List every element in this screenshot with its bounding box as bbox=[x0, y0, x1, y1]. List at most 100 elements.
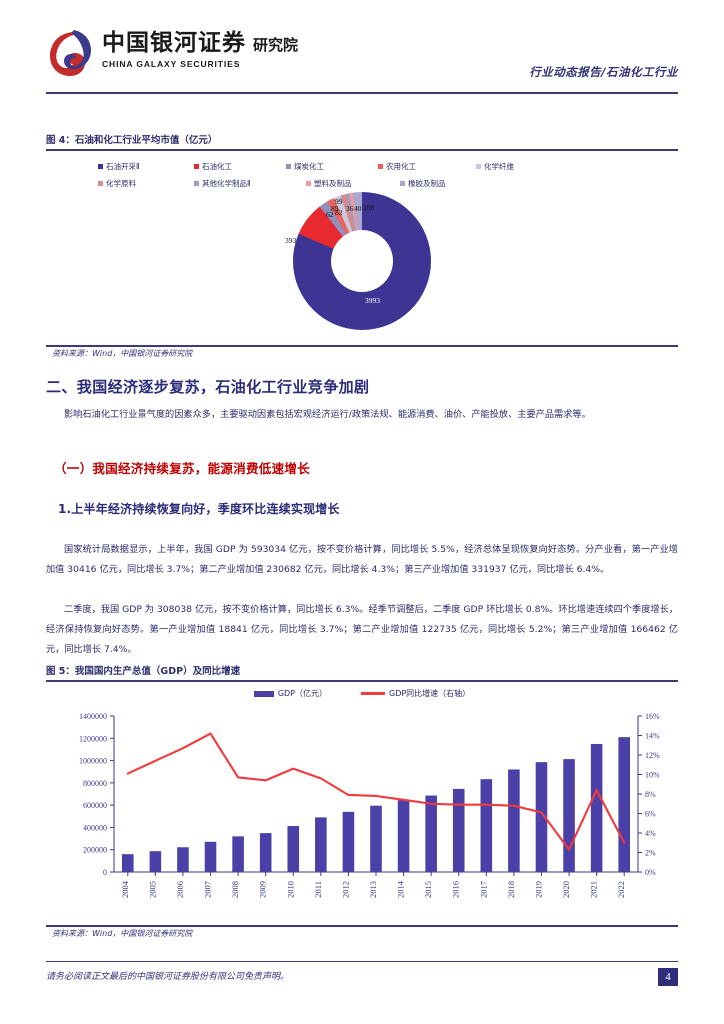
legend-swatch-icon-0 bbox=[98, 164, 103, 169]
x-axis-tick-label: 2016 bbox=[451, 881, 461, 898]
x-axis-tick-label: 2019 bbox=[533, 881, 543, 898]
legend-label-0: 石油开采Ⅱ bbox=[106, 162, 140, 171]
legend-swatch-icon-3 bbox=[378, 164, 383, 169]
figure4-donut: 3993 393 99 89 82 62 36 40 108 bbox=[285, 192, 431, 330]
donut-label-7: 40 bbox=[354, 204, 362, 213]
x-axis-tick-label: 2014 bbox=[396, 880, 406, 898]
section2-heading: 二、我国经济逐步复苏，石油化工行业竞争加剧 bbox=[46, 378, 370, 396]
legend-item-0: 石油开采Ⅱ bbox=[98, 161, 194, 172]
figure5-plot-area: 0 200000 400000 600000 800000 1000000 1200000 1… bbox=[46, 710, 678, 920]
svg-text:400000: 400000 bbox=[83, 823, 107, 832]
figure4-top-divider bbox=[46, 149, 678, 151]
donut-label-6: 36 bbox=[346, 204, 354, 213]
figure5-legend-label-1: GDP同比增速（右轴） bbox=[389, 689, 471, 698]
brand-institute: 研究院 bbox=[253, 36, 299, 54]
gdp-growth-line bbox=[126, 732, 626, 851]
section2-paragraph-2: 二季度，我国 GDP 为 308038 亿元，按不变价格计算，同比增长 6.3%… bbox=[46, 604, 678, 655]
x-axis-tick-label: 2017 bbox=[478, 881, 488, 898]
legend-item-8: 橡胶及制品 bbox=[400, 178, 446, 189]
report-category-label: 行业动态报告/石油化工行业 bbox=[529, 65, 678, 79]
legend-item-7: 塑料及制品 bbox=[306, 178, 400, 189]
legend-swatch-icon-5 bbox=[98, 181, 103, 186]
svg-text:0: 0 bbox=[103, 868, 107, 877]
legend-item-4: 化学纤维 bbox=[476, 161, 514, 172]
donut-center-hole bbox=[331, 230, 393, 292]
figure4-bottom-divider bbox=[46, 345, 678, 347]
figure5-chart: GDP（亿元） GDP同比增速（右轴） 0 200000 400000 600000 8… bbox=[46, 684, 678, 924]
gdp-bar bbox=[204, 841, 217, 872]
gdp-bar bbox=[480, 779, 493, 872]
gdp-bar bbox=[563, 759, 575, 872]
legend-label-4: 化学纤维 bbox=[484, 162, 514, 171]
figure4-caption: 图 4：石油和化工行业平均市值（亿元） bbox=[46, 135, 218, 146]
gdp-bar bbox=[425, 795, 437, 872]
x-axis-tick-label: 2008 bbox=[230, 881, 240, 898]
svg-text:8%: 8% bbox=[645, 790, 656, 799]
svg-text:800000: 800000 bbox=[83, 779, 107, 788]
legend-label-7: 塑料及制品 bbox=[314, 179, 352, 188]
legend-line-swatch-icon bbox=[361, 692, 385, 695]
svg-text:600000: 600000 bbox=[83, 801, 107, 810]
figure4-chart: 石油开采Ⅱ 石油化工 煤炭化工 农用化工 化学纤维 bbox=[46, 152, 678, 337]
donut-label-3: 89 bbox=[331, 204, 339, 213]
svg-text:0%: 0% bbox=[645, 868, 656, 877]
legend-label-8: 橡胶及制品 bbox=[408, 179, 446, 188]
brand-text: 中国银河证券 研究院 CHINA GALAXY SECURITIES bbox=[102, 28, 298, 69]
donut-label-1: 393 bbox=[285, 236, 297, 245]
legend-item-2: 煤炭化工 bbox=[286, 161, 378, 172]
legend-swatch-icon-2 bbox=[286, 164, 291, 169]
svg-text:200000: 200000 bbox=[83, 846, 107, 855]
gdp-bar bbox=[315, 817, 327, 872]
x-axis-tick-label: 2015 bbox=[423, 881, 433, 898]
brand-logo: 中国银河证券 研究院 CHINA GALAXY SECURITIES bbox=[46, 28, 298, 78]
x-axis-tick-label: 2022 bbox=[616, 881, 626, 898]
footer-divider bbox=[46, 960, 678, 962]
page-number-badge: 4 bbox=[658, 968, 678, 986]
figure5-legend: GDP（亿元） GDP同比增速（右轴） bbox=[46, 688, 678, 699]
figure5-legend-label-0: GDP（亿元） bbox=[277, 689, 327, 698]
gdp-bar bbox=[370, 805, 382, 872]
gdp-bar bbox=[590, 743, 603, 872]
donut-ring bbox=[293, 192, 431, 330]
x-axis-tick-label: 2007 bbox=[203, 881, 213, 898]
x-axis-tick-label: 2011 bbox=[313, 881, 323, 898]
galaxy-logo-svg bbox=[50, 30, 91, 76]
svg-text:1400000: 1400000 bbox=[79, 712, 107, 721]
gdp-bar bbox=[618, 737, 631, 872]
gdp-bar bbox=[287, 825, 300, 872]
svg-text:2%: 2% bbox=[645, 849, 656, 858]
legend-item-5: 化学原料 bbox=[98, 178, 194, 189]
x-axis-tick-label: 2006 bbox=[175, 881, 185, 898]
figure5-legend-item-1: GDP同比增速（右轴） bbox=[361, 688, 470, 699]
legend-label-6: 其他化学制品Ⅱ bbox=[202, 179, 251, 188]
x-axis-tick-label: 2018 bbox=[506, 881, 516, 898]
x-axis-tick-label: 2004 bbox=[120, 880, 130, 898]
x-axis-tick-label: 2005 bbox=[147, 881, 157, 898]
gdp-bar bbox=[535, 762, 548, 872]
legend-swatch-icon-6 bbox=[194, 181, 199, 186]
gdp-bar bbox=[508, 769, 520, 872]
legend-label-2: 煤炭化工 bbox=[294, 162, 324, 171]
header-divider bbox=[46, 92, 678, 94]
donut-label-0: 3993 bbox=[365, 296, 380, 305]
legend-swatch-icon-1 bbox=[194, 164, 199, 169]
gdp-bar bbox=[342, 811, 355, 872]
legend-swatch-icon-7 bbox=[306, 181, 311, 186]
brand-name-en: CHINA GALAXY SECURITIES bbox=[102, 59, 241, 70]
x-axis-tick-label: 2020 bbox=[561, 881, 571, 898]
figure5-legend-item-0: GDP（亿元） bbox=[253, 688, 327, 699]
legend-label-1: 石油化工 bbox=[202, 162, 232, 171]
donut-label-5: 62 bbox=[326, 210, 334, 219]
legend-label-5: 化学原料 bbox=[106, 179, 136, 188]
gdp-bar bbox=[149, 851, 162, 872]
legend-label-3: 农用化工 bbox=[386, 162, 416, 171]
gdp-bar bbox=[121, 854, 134, 872]
figure5-source: 资料来源：Wind，中国银河证券研究院 bbox=[52, 929, 193, 938]
figure4-source: 资料来源：Wind，中国银河证券研究院 bbox=[52, 349, 193, 358]
legend-bar-swatch-icon bbox=[253, 690, 274, 697]
svg-text:1000000: 1000000 bbox=[79, 757, 107, 766]
donut-label-8: 108 bbox=[363, 203, 375, 212]
legend-item-6: 其他化学制品Ⅱ bbox=[194, 178, 306, 189]
donut-label-2: 99 bbox=[335, 197, 343, 206]
